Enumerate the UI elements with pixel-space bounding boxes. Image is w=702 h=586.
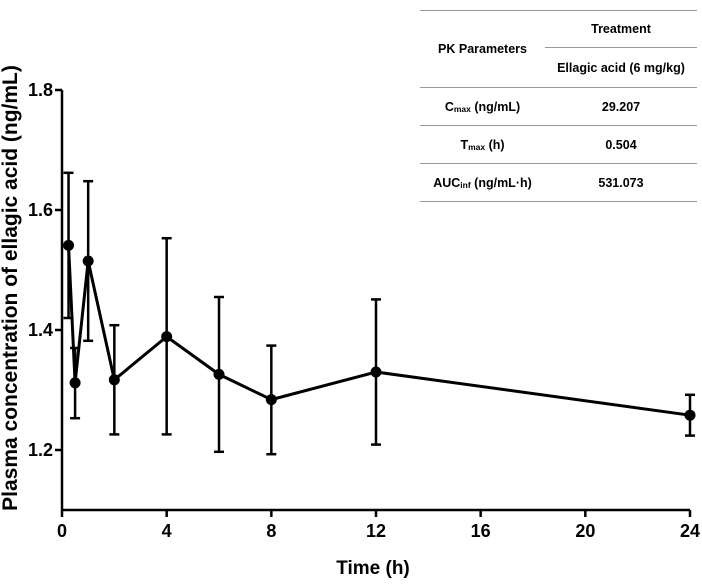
param-sub: max xyxy=(453,103,471,114)
data-point xyxy=(63,239,75,251)
table-row: AUCinf (ng/mL·h) 531.073 xyxy=(420,163,697,202)
treatment-header: Treatment xyxy=(545,10,697,48)
y-tick-label: 1.6 xyxy=(28,200,53,220)
value-cell: 29.207 xyxy=(545,87,697,126)
x-tick-label: 12 xyxy=(366,521,386,541)
param-main: AUC xyxy=(433,175,461,190)
table-row: Cmax (ng/mL) 29.207 xyxy=(420,87,697,126)
param-cell: Cmax (ng/mL) xyxy=(420,87,545,126)
pk-parameters-table: PK Parameters Treatment Ellagic acid (6 … xyxy=(420,10,697,202)
data-point xyxy=(684,409,696,421)
param-main: T xyxy=(460,137,469,152)
param-cell: Tmax (h) xyxy=(420,125,545,164)
value-cell: 0.504 xyxy=(545,125,697,164)
y-tick-label: 1.2 xyxy=(28,440,53,460)
y-tick-label: 1.8 xyxy=(28,80,53,100)
ticks: 0 4 8 12 16 20 24 1.2 1.4 1.6 1.8 xyxy=(28,80,700,541)
x-tick-label: 20 xyxy=(575,521,595,541)
data-point xyxy=(370,366,382,378)
data-point xyxy=(161,331,173,343)
group-header: Ellagic acid (6 mg/kg) xyxy=(545,47,697,88)
param-sub: max xyxy=(468,141,486,152)
param-unit: (h) xyxy=(485,137,505,152)
value-cell: 531.073 xyxy=(545,163,697,202)
y-axis-label: Plasma concentration of ellagic acid (ng… xyxy=(0,65,22,511)
table-row: Tmax (h) 0.504 xyxy=(420,125,697,164)
pk-parameters-header: PK Parameters xyxy=(420,10,545,88)
data-point xyxy=(108,374,120,386)
data-point xyxy=(213,368,225,380)
error-bars xyxy=(63,171,695,456)
x-tick-label: 8 xyxy=(266,521,276,541)
y-tick-label: 1.4 xyxy=(28,320,53,340)
data-points xyxy=(63,239,696,421)
data-point xyxy=(69,377,81,389)
data-point xyxy=(82,255,94,267)
x-tick-label: 0 xyxy=(57,521,67,541)
x-tick-label: 16 xyxy=(471,521,491,541)
x-tick-label: 24 xyxy=(680,521,700,541)
param-unit: (ng/mL·h) xyxy=(470,175,532,190)
param-unit: (ng/mL) xyxy=(470,99,521,114)
data-point xyxy=(265,394,277,406)
series-line xyxy=(67,245,691,417)
param-sub: inf xyxy=(460,179,471,190)
x-tick-label: 4 xyxy=(162,521,172,541)
param-cell: AUCinf (ng/mL·h) xyxy=(420,163,545,202)
x-axis-label: Time (h) xyxy=(336,558,410,579)
param-main: C xyxy=(444,99,454,114)
